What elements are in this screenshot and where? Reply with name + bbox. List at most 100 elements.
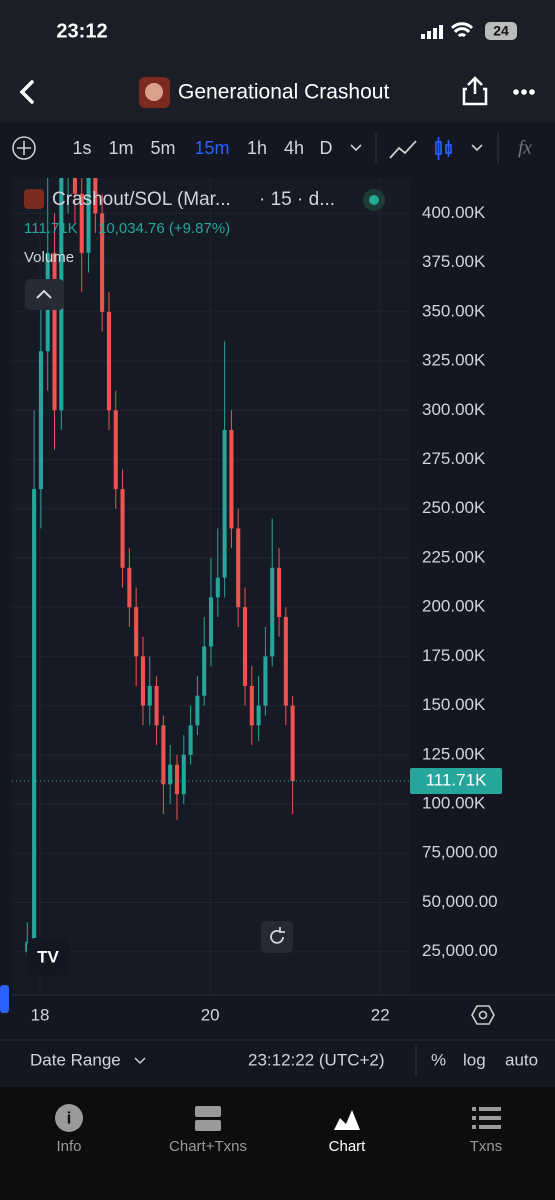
legend-symbol: Crashout/SOL (Mar... bbox=[52, 189, 231, 210]
candle-body bbox=[147, 685, 152, 706]
add-indicator-plus bbox=[17, 141, 31, 155]
x-tick-label: 20 bbox=[201, 1005, 220, 1024]
candle-body bbox=[38, 351, 43, 490]
auto-button[interactable]: auto bbox=[505, 1050, 538, 1069]
price-axis-area bbox=[410, 178, 555, 995]
candle-body bbox=[249, 685, 254, 726]
legend-change: 10,034.76 (+9.87%) bbox=[98, 220, 230, 237]
candle-body bbox=[263, 656, 268, 706]
date-range-dropdown bbox=[134, 1057, 146, 1065]
candle-body bbox=[106, 311, 111, 411]
txns-icon bbox=[472, 1107, 501, 1129]
chart-type-dropdown[interactable] bbox=[471, 144, 483, 152]
candle-body bbox=[154, 685, 159, 726]
y-tick-label: 325.00K bbox=[422, 351, 486, 370]
interval-button[interactable]: 1m bbox=[108, 138, 133, 158]
candle-body bbox=[174, 764, 180, 795]
interval-button[interactable]: 4h bbox=[284, 138, 304, 158]
candle-body bbox=[93, 178, 98, 214]
y-tick-label: 50,000.00 bbox=[422, 892, 498, 911]
candle-chart-button[interactable] bbox=[435, 137, 452, 160]
price-label: 111.71K bbox=[426, 770, 487, 789]
nav-item[interactable]: Chart+Txns bbox=[169, 1138, 247, 1155]
candle-body bbox=[208, 597, 214, 647]
info-icon bbox=[55, 1104, 83, 1132]
header-title: Generational Crashout bbox=[178, 81, 389, 104]
candle-body bbox=[215, 577, 220, 598]
candle-body bbox=[236, 528, 241, 608]
candle-body bbox=[290, 705, 295, 781]
reset-view-button[interactable] bbox=[261, 921, 293, 953]
signal-icon bbox=[421, 25, 443, 39]
line-chart-button[interactable] bbox=[389, 140, 417, 159]
interval-button[interactable]: 1s bbox=[72, 138, 91, 158]
nav-bar bbox=[0, 1087, 555, 1200]
nav-item[interactable]: Info bbox=[56, 1138, 81, 1155]
interval-dropdown[interactable] bbox=[350, 144, 362, 152]
legend-indicator: Volume bbox=[24, 249, 74, 266]
candle-body bbox=[276, 567, 282, 618]
candle-body bbox=[181, 754, 186, 795]
indicators-button[interactable]: fx bbox=[518, 137, 532, 158]
side-tab[interactable] bbox=[0, 985, 9, 1013]
nav-item[interactable]: Chart bbox=[329, 1138, 367, 1155]
y-tick-label: 125.00K bbox=[422, 744, 486, 763]
share-button[interactable] bbox=[462, 76, 488, 106]
candle-body bbox=[100, 213, 105, 312]
candle-body bbox=[256, 705, 261, 726]
axes: 25,000.00 50,000.00 75,000.00 100.00K 125.00… bbox=[31, 203, 502, 1024]
candle-body bbox=[32, 489, 37, 942]
status-time: 23:12 bbox=[56, 20, 107, 42]
candle-body bbox=[168, 764, 173, 785]
y-tick-label: 75,000.00 bbox=[422, 843, 498, 862]
candle-body bbox=[134, 607, 139, 657]
y-tick-label: 400.00K bbox=[422, 203, 486, 222]
more-button[interactable] bbox=[513, 89, 535, 95]
collapse-legend-button[interactable] bbox=[25, 279, 64, 310]
collapse-icon bbox=[36, 289, 52, 299]
candle-body bbox=[86, 178, 91, 253]
toolbar-bg bbox=[0, 123, 555, 173]
log-button[interactable]: log bbox=[463, 1050, 486, 1069]
date-range-button[interactable]: Date Range bbox=[30, 1050, 121, 1069]
add-indicator-button[interactable] bbox=[12, 136, 36, 160]
chart-icon bbox=[334, 1110, 360, 1130]
y-tick-label: 175.00K bbox=[422, 646, 486, 665]
candle-body bbox=[79, 193, 84, 253]
settings-button[interactable] bbox=[471, 1005, 495, 1025]
clock: 23:12:22 (UTC+2) bbox=[248, 1050, 385, 1069]
candle-body bbox=[127, 567, 132, 608]
legend-avatar bbox=[24, 189, 44, 209]
candle-body bbox=[229, 429, 234, 529]
y-tick-label: 375.00K bbox=[422, 252, 486, 271]
grid bbox=[12, 178, 410, 995]
y-tick-label: 250.00K bbox=[422, 498, 486, 517]
interval-button[interactable]: 15m bbox=[194, 138, 229, 158]
candle-body bbox=[242, 607, 248, 686]
legend-interval: · 15 · d... bbox=[259, 189, 335, 210]
tv-logo-mark: TV bbox=[37, 947, 59, 966]
wifi-icon bbox=[450, 22, 474, 38]
price-label-bg bbox=[410, 767, 502, 794]
interval-button[interactable]: D bbox=[320, 138, 333, 158]
y-tick-label: 275.00K bbox=[422, 449, 486, 468]
candle-body bbox=[283, 617, 288, 706]
candle-body bbox=[188, 725, 193, 755]
nav-item[interactable]: Txns bbox=[470, 1138, 503, 1155]
battery-level: 24 bbox=[493, 23, 509, 39]
interval-button[interactable]: 1h bbox=[247, 138, 267, 158]
back-button[interactable] bbox=[19, 80, 34, 104]
chart-txns-icon bbox=[195, 1106, 221, 1131]
interval-button[interactable]: 5m bbox=[150, 138, 175, 158]
battery-icon bbox=[485, 22, 517, 40]
interval-group: 1s 1m 5m 15m 1h 4h D bbox=[72, 138, 332, 158]
market-status-dot bbox=[369, 195, 379, 205]
candle-body bbox=[195, 695, 200, 726]
candle-body bbox=[113, 410, 118, 490]
candle-body bbox=[120, 489, 125, 568]
percent-button[interactable]: % bbox=[431, 1050, 446, 1069]
candle-body bbox=[161, 725, 166, 785]
